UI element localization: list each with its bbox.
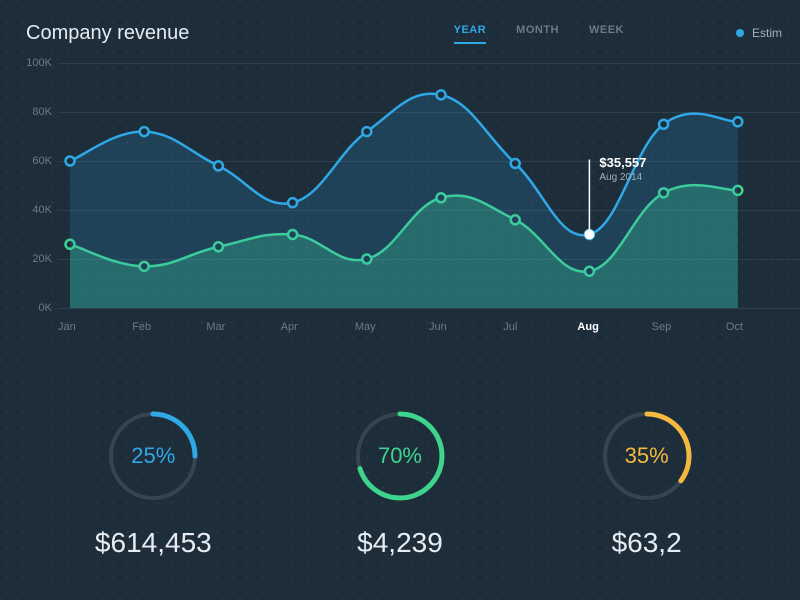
time-range-tabs: YEAR MONTH WEEK xyxy=(454,24,624,44)
legend-dot-icon xyxy=(736,29,744,37)
metric-card: 70% $4,239 xyxy=(300,407,500,559)
chart-plot xyxy=(58,63,800,308)
progress-ring: 35% xyxy=(598,407,696,505)
y-axis: 0K20K40K60K80K100K xyxy=(10,63,58,308)
tooltip-sub: Aug 2014 xyxy=(599,172,646,183)
tab-year[interactable]: YEAR xyxy=(454,24,487,44)
metrics-row: 25% $614,453 70% $4,239 35% $63,2 xyxy=(0,363,800,559)
revenue-chart: 0K20K40K60K80K100K JanFebMarAprMayJunJul… xyxy=(0,63,800,363)
metric-card: 35% $63,2 xyxy=(547,407,747,559)
chart-legend: Estim xyxy=(736,26,782,40)
page-title: Company revenue xyxy=(26,22,189,45)
metric-card: 25% $614,453 xyxy=(53,407,253,559)
ring-percent: 35% xyxy=(598,407,696,505)
chart-tooltip: $35,557 Aug 2014 xyxy=(599,155,646,183)
legend-label: Estim xyxy=(752,26,782,40)
ring-percent: 70% xyxy=(351,407,449,505)
ring-percent: 25% xyxy=(104,407,202,505)
metric-amount: $63,2 xyxy=(547,527,747,559)
tab-month[interactable]: MONTH xyxy=(516,24,559,44)
metric-amount: $614,453 xyxy=(53,527,253,559)
progress-ring: 70% xyxy=(351,407,449,505)
progress-ring: 25% xyxy=(104,407,202,505)
x-axis: JanFebMarAprMayJunJulAugSepOct xyxy=(58,321,800,333)
metric-amount: $4,239 xyxy=(300,527,500,559)
tab-week[interactable]: WEEK xyxy=(589,24,624,44)
header: Company revenue YEAR MONTH WEEK xyxy=(0,0,800,55)
tooltip-value: $35,557 xyxy=(599,155,646,170)
